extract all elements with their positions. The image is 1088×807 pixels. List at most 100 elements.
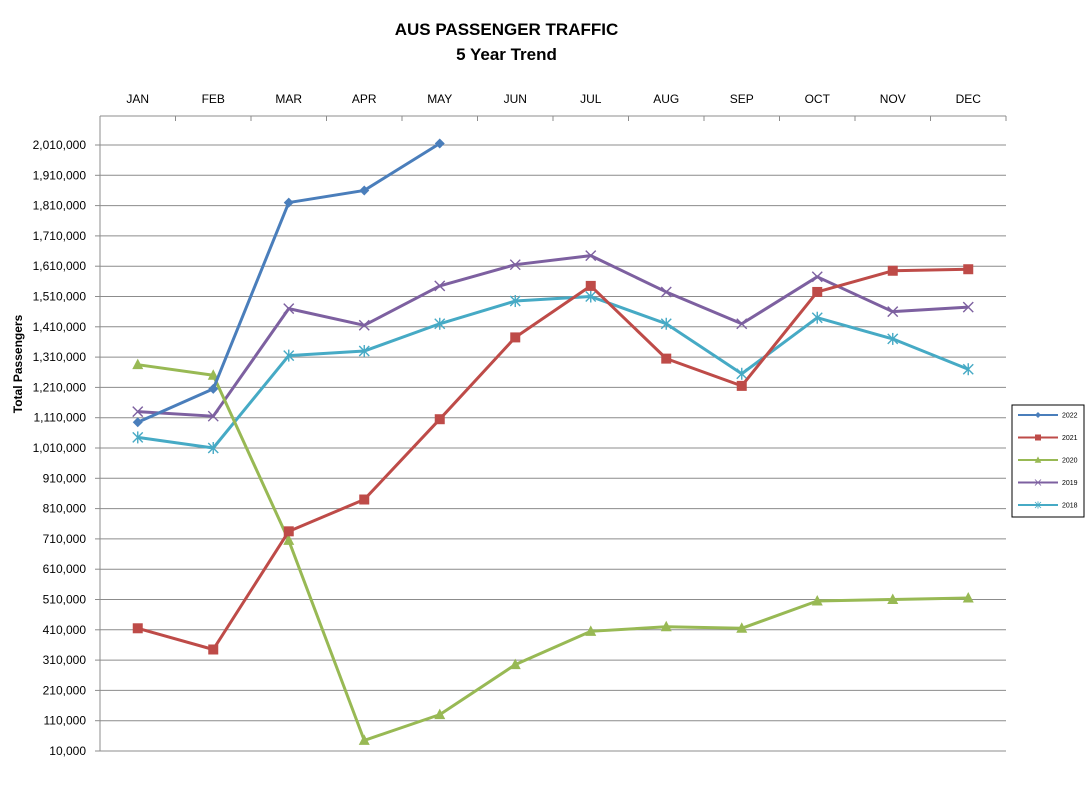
data-point [283,526,294,537]
legend-marker [1035,412,1041,418]
data-point [811,271,823,283]
data-point [736,367,748,380]
y-tick-label: 1,110,000 [34,411,87,425]
data-point [510,332,521,343]
x-tick-label: AUG [653,92,679,106]
data-point [509,259,521,271]
legend-marker-shape [1034,501,1042,509]
data-point [661,353,672,364]
legend-marker-shape [1034,456,1042,463]
legend-label: 2020 [1062,458,1078,465]
grid-lines [100,144,1006,752]
x-tick-label: JUN [504,92,527,106]
y-tick-label: 210,000 [43,683,87,697]
chart-subtitle: 5 Year Trend [456,45,557,64]
legend-item-2021: 2021 [1018,434,1078,442]
y-tick-label: 510,000 [43,593,87,607]
series-2019 [132,250,974,422]
y-tick-label: 1,410,000 [33,320,87,334]
legend-marker [1034,456,1042,463]
axes: 10,000 110,000 210,000 310,000 410,000 510,00… [33,92,1007,758]
data-point [509,295,521,308]
legend-label: 2022 [1062,413,1078,420]
x-tick-label: NOV [880,92,906,106]
y-tick-label: 10,000 [49,744,86,758]
series-line-2021 [137,267,969,651]
data-point [434,317,446,330]
legend-marker-shape [1034,479,1042,486]
y-tick-label: 310,000 [43,653,87,667]
legend-label: 2021 [1062,435,1078,442]
data-point [585,625,597,636]
y-tick-label: 410,000 [43,623,87,637]
y-axis-label: Total Passengers [11,314,25,413]
data-point [283,303,295,315]
data-point [208,383,219,394]
data-point [207,410,219,422]
y-tick-label: 1,910,000 [33,168,87,182]
legend-item-2018: 2018 [1018,501,1078,510]
x-tick-label: JUL [580,92,602,106]
data-point [132,417,143,428]
data-point [736,318,748,330]
data-point [660,286,672,298]
data-point [358,734,370,745]
x-tick-label: APR [352,92,377,106]
series-2021 [132,264,974,655]
legend-item-2019: 2019 [1018,479,1078,487]
data-point [358,345,370,358]
x-tick-label: OCT [805,92,831,106]
data-point [963,264,974,275]
data-point [358,319,370,331]
data-point [283,349,295,362]
data-point [132,431,144,444]
legend-label: 2019 [1062,480,1078,487]
data-point [585,290,597,303]
y-tick-label: 1,810,000 [33,199,87,213]
data-point [962,591,974,603]
data-point [887,306,899,318]
chart-title: AUS PASSENGER TRAFFIC [394,20,619,39]
data-point [812,286,823,297]
data-point [585,250,597,262]
y-tick-label: 1,710,000 [33,229,87,243]
series-line-2022 [137,142,441,424]
data-point [962,363,974,376]
y-tick-label: 1,210,000 [33,380,87,394]
y-tick-label: 1,310,000 [33,350,87,364]
y-tick-label: 910,000 [43,471,87,485]
data-point [660,620,672,632]
data-point [132,406,144,418]
legend-item-2020: 2020 [1018,456,1078,465]
data-point [811,595,823,606]
data-point [887,332,899,345]
data-point [208,644,219,655]
data-point [434,708,446,720]
x-tick-label: SEP [730,92,754,106]
data-point [207,442,219,454]
legend-item-2022: 2022 [1018,412,1078,420]
series-2018 [132,290,974,454]
data-point [887,593,899,604]
legend-marker [1035,434,1041,441]
series-line-2018 [137,295,969,450]
series-line-2020 [137,363,969,742]
data-point [434,280,446,292]
x-tick-label: FEB [202,92,225,106]
data-point [962,301,974,313]
legend-marker [1034,479,1042,486]
y-tick-label: 110,000 [44,714,87,728]
series-lines [132,138,974,745]
x-tick-label: MAY [427,92,452,106]
data-point [207,369,219,380]
x-tick-label: MAR [275,92,302,106]
data-point [811,311,823,324]
y-tick-label: 710,000 [43,532,87,546]
data-point [132,358,144,370]
data-point [359,494,370,505]
x-tick-label: JAN [126,92,149,106]
y-tick-label: 610,000 [43,562,87,576]
data-point [283,534,295,545]
data-point [736,380,747,391]
data-point [283,197,294,208]
